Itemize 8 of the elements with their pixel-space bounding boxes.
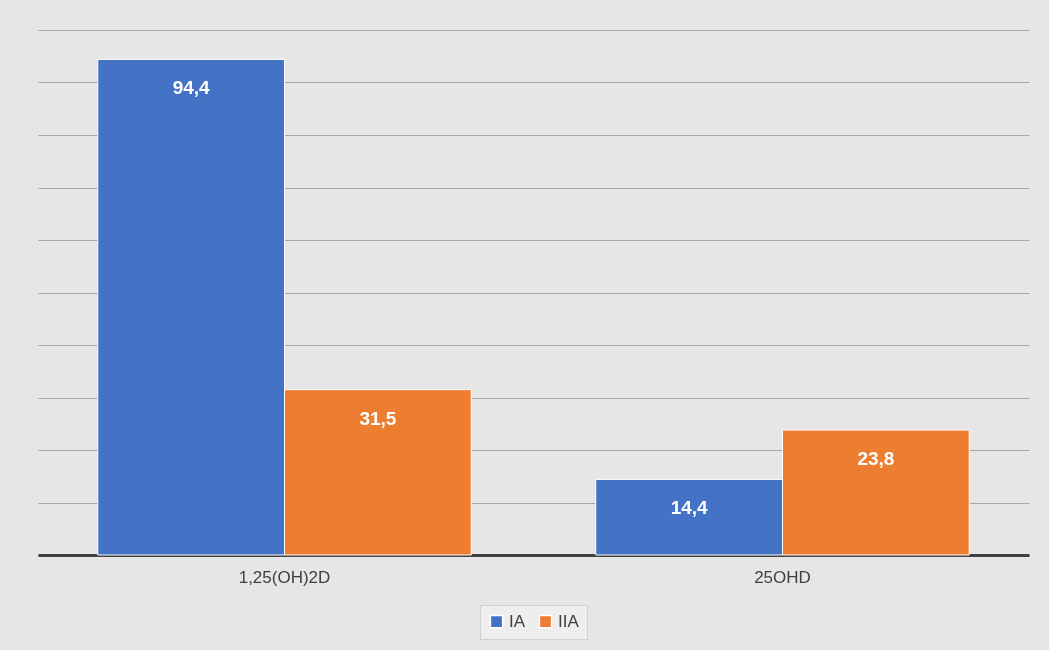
data-label: 14,4 — [670, 497, 709, 519]
data-label: 31,5 — [359, 407, 397, 429]
x-tick-label: 1,25(OH)2D — [238, 567, 331, 587]
legend-label: IIA — [558, 611, 580, 631]
legend-label: IA — [509, 611, 526, 631]
data-label: 94,4 — [172, 77, 211, 99]
data-label: 23,8 — [857, 448, 895, 470]
x-tick-label: 25OHD — [754, 567, 811, 587]
